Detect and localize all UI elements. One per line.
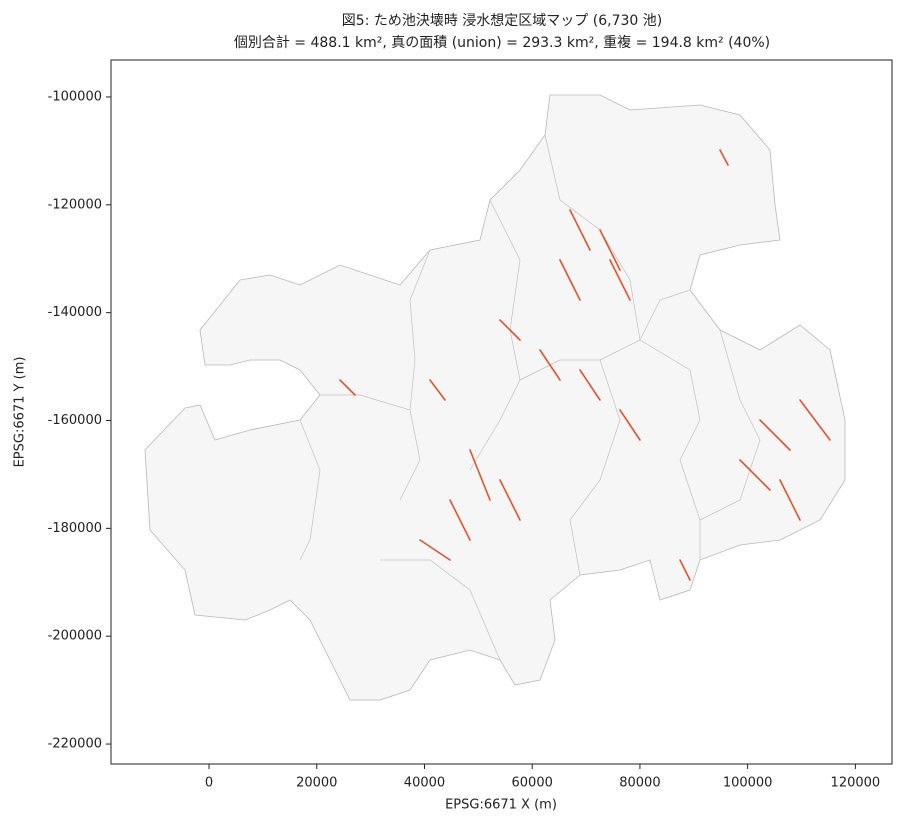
x-tick-label: 20000: [296, 776, 337, 791]
y-tick-label: -100000: [48, 89, 102, 104]
y-tick-label: -180000: [48, 521, 102, 536]
x-tick-label: 100000: [723, 776, 773, 791]
x-tick-label: 120000: [831, 776, 881, 791]
chart-title: 図5: ため池決壊時 浸水想定区域マップ (6,730 池): [342, 13, 662, 29]
y-tick-label: -140000: [48, 305, 102, 320]
y-axis-label: EPSG:6671 Y (m): [13, 357, 28, 468]
y-tick-label: -200000: [48, 629, 102, 644]
y-tick-label: -120000: [48, 197, 102, 212]
map-layer: [144, 94, 846, 701]
flood-area: [339, 149, 831, 581]
x-axis-label: EPSG:6671 X (m): [445, 798, 557, 813]
y-tick-label: -220000: [48, 737, 102, 752]
x-tick-label: 0: [205, 776, 213, 791]
y-tick-label: -160000: [48, 413, 102, 428]
chart-subtitle: 個別合計 = 488.1 km², 真の面積 (union) = 293.3 k…: [234, 34, 770, 51]
region-border: [299, 134, 761, 661]
plot-frame: [110, 59, 893, 765]
x-tick-label: 40000: [404, 776, 445, 791]
x-tick-label: 60000: [512, 776, 553, 791]
x-tick-label: 80000: [619, 776, 660, 791]
land-area: [144, 94, 846, 701]
